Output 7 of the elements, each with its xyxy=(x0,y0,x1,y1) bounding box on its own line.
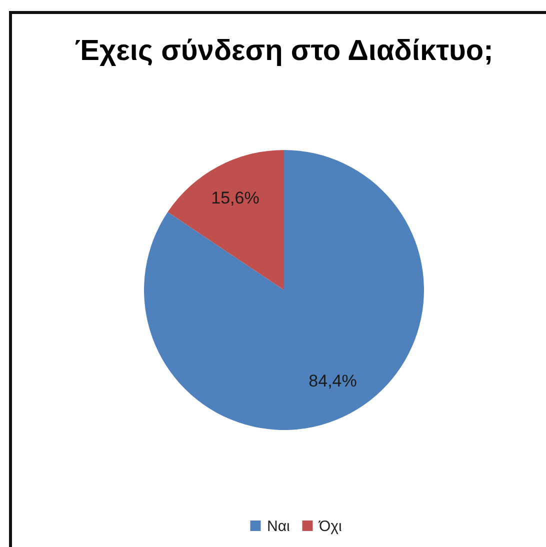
legend-label: Ναι xyxy=(267,518,290,535)
data-label: 15,6% xyxy=(211,188,260,208)
legend-label: Όχι xyxy=(318,518,342,535)
pie-slice xyxy=(168,150,284,290)
data-label: 84,4% xyxy=(308,371,357,390)
pie-slice xyxy=(144,150,424,430)
chart-title: Έχεις σύνδεση στο Διαδίκτυο; xyxy=(74,35,494,67)
